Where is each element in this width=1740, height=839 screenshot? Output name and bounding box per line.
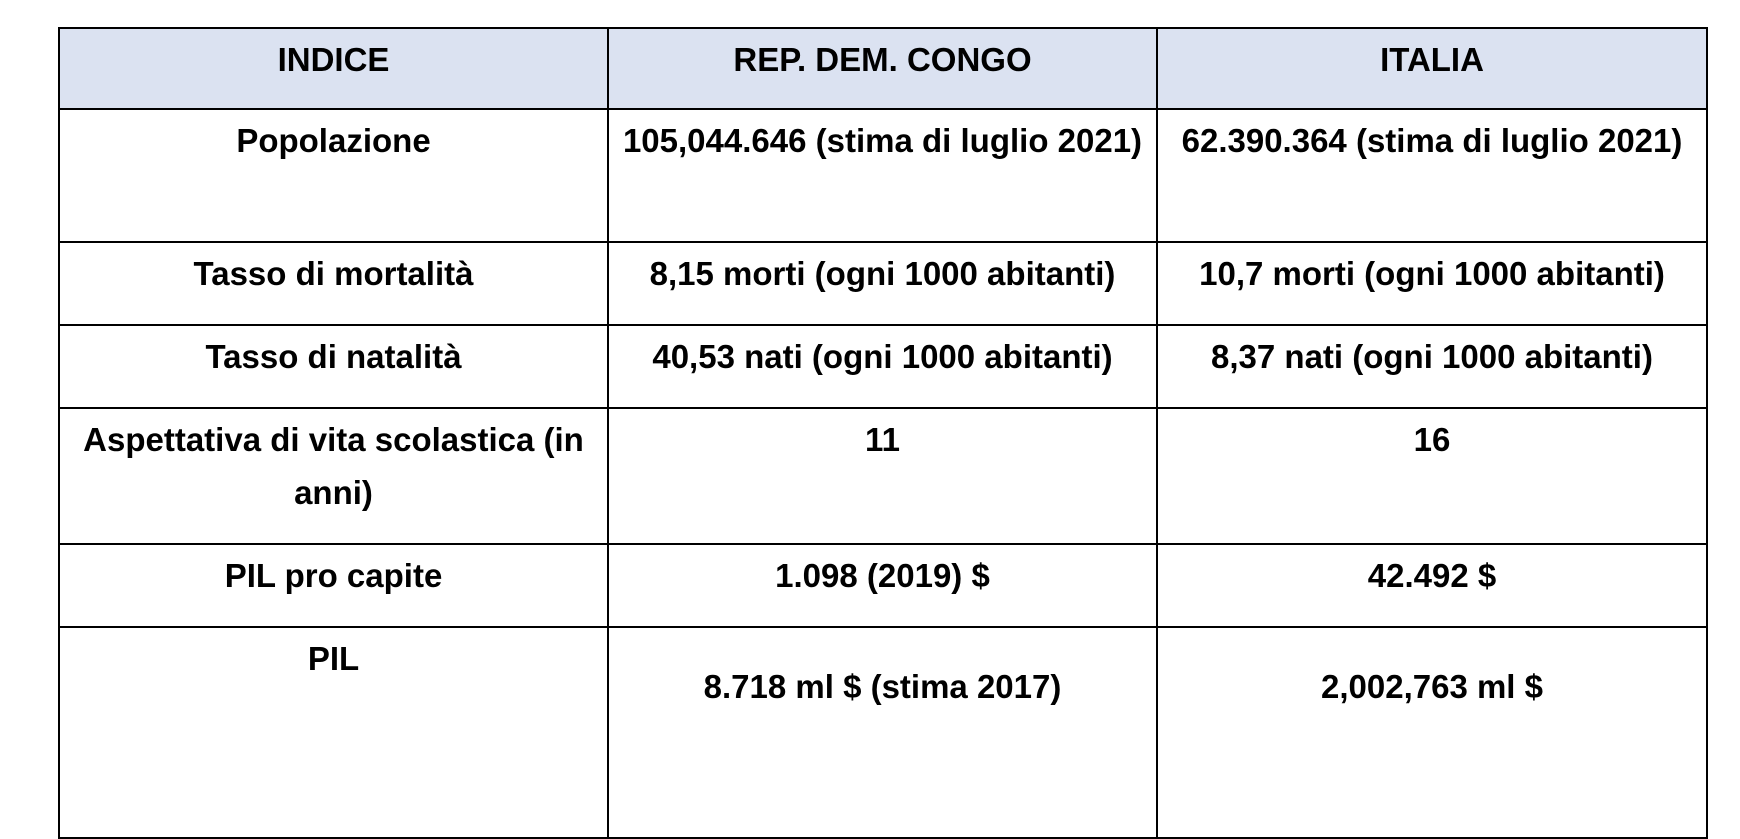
header-italia: ITALIA xyxy=(1156,27,1708,110)
cell-italia: 62.390.364 (stima di luglio 2021) xyxy=(1156,108,1708,243)
table-row-pil: PIL 8.718 ml $ (stima 2017) 2,002,763 ml… xyxy=(58,626,1708,839)
cell-italia: 8,37 nati (ogni 1000 abitanti) xyxy=(1156,324,1708,409)
cell-italia: 42.492 $ xyxy=(1156,543,1708,628)
cell-indice: Tasso di mortalità xyxy=(58,241,609,326)
table-row-natalita: Tasso di natalità 40,53 nati (ogni 1000 … xyxy=(58,324,1708,409)
header-row: INDICE REP. DEM. CONGO ITALIA xyxy=(58,27,1708,110)
header-indice: INDICE xyxy=(58,27,609,110)
cell-indice: Aspettativa di vita scolastica (in anni) xyxy=(58,407,609,545)
cell-italia: 16 xyxy=(1156,407,1708,545)
table-row-pil-pro-capite: PIL pro capite 1.098 (2019) $ 42.492 $ xyxy=(58,543,1708,628)
cell-congo: 11 xyxy=(607,407,1158,545)
cell-congo: 8,15 morti (ogni 1000 abitanti) xyxy=(607,241,1158,326)
table-row-popolazione: Popolazione 105,044.646 (stima di luglio… xyxy=(58,108,1708,243)
cell-congo: 8.718 ml $ (stima 2017) xyxy=(607,626,1158,839)
cell-indice: Popolazione xyxy=(58,108,609,243)
table-row-aspettativa-scolastica: Aspettativa di vita scolastica (in anni)… xyxy=(58,407,1708,545)
cell-italia: 2,002,763 ml $ xyxy=(1156,626,1708,839)
cell-congo: 40,53 nati (ogni 1000 abitanti) xyxy=(607,324,1158,409)
header-congo: REP. DEM. CONGO xyxy=(607,27,1158,110)
cell-indice: PIL xyxy=(58,626,609,839)
cell-indice: PIL pro capite xyxy=(58,543,609,628)
cell-indice: Tasso di natalità xyxy=(58,324,609,409)
table-row-mortalita: Tasso di mortalità 8,15 morti (ogni 1000… xyxy=(58,241,1708,326)
cell-congo: 105,044.646 (stima di luglio 2021) xyxy=(607,108,1158,243)
comparison-table: INDICE REP. DEM. CONGO ITALIA Popolazion… xyxy=(58,27,1708,839)
cell-congo: 1.098 (2019) $ xyxy=(607,543,1158,628)
cell-italia: 10,7 morti (ogni 1000 abitanti) xyxy=(1156,241,1708,326)
